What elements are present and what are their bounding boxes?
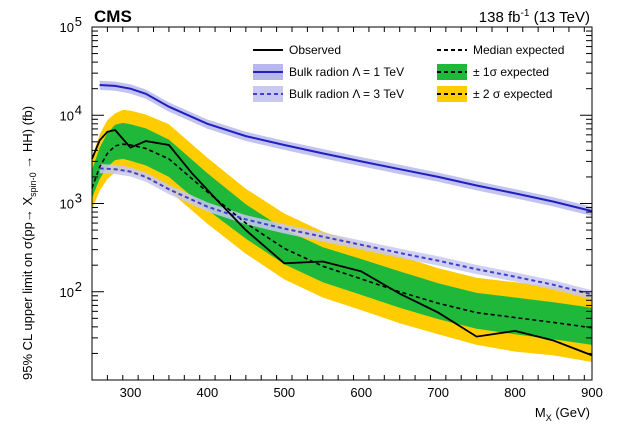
lumi-exponent: -1 [521, 8, 530, 19]
legend-observed-label: Observed [289, 43, 341, 57]
x-tick-label: 400 [197, 385, 219, 400]
legend-sigma1-label: ± 1σ expected [473, 65, 549, 79]
y-tick-exponent: 3 [75, 191, 82, 206]
y-tick-label: 10 [60, 20, 74, 35]
x-axis-label: MX (GeV) [535, 405, 590, 423]
x-axis-label-sub: X [546, 413, 552, 423]
y-axis-label: 95% CL upper limit on σ(pp→ Xspin-0 → HH… [20, 106, 38, 380]
legend-median-label: Median expected [473, 43, 564, 57]
legend-bulk1-label: Bulk radion Λ = 1 TeV [289, 65, 404, 79]
y-tick-label: 10 [60, 285, 74, 300]
y-axis-label-sub: spin-0 [28, 172, 38, 197]
legend-bulk3-label: Bulk radion Λ = 3 TeV [289, 87, 404, 101]
legend: Observed Median expected Bulk radion Λ =… [253, 43, 564, 102]
x-tick-label: 300 [120, 385, 142, 400]
y-tick-exponent: 2 [75, 279, 82, 294]
y-axis-label-tail: → HH) (fb) [20, 106, 35, 172]
y-axis-label-main: 95% CL upper limit on σ(pp→ X [20, 197, 35, 380]
sigma1-band [92, 122, 592, 345]
y-tick-exponent: 5 [75, 14, 82, 29]
x-tick-label: 500 [273, 385, 295, 400]
x-tick-label: 600 [350, 385, 372, 400]
observed-line [91, 128, 593, 357]
lumi-value: 138 fb [479, 9, 521, 26]
y-tick-label: 10 [60, 197, 74, 212]
y-tick-label: 10 [60, 108, 74, 123]
lumi-label: 138 fb-1 (13 TeV) [479, 8, 590, 26]
bulk1-line [99, 84, 593, 213]
x-tick-label: 900 [581, 385, 603, 400]
expected-bands [92, 80, 592, 363]
series-lines [91, 84, 593, 357]
lumi-energy: (13 TeV) [529, 9, 590, 26]
x-tick-label: 800 [504, 385, 526, 400]
legend-sigma2-label: ± 2 σ expected [473, 87, 552, 101]
bulk3-band [99, 164, 592, 300]
bulk1-band [99, 80, 592, 216]
x-axis-label-main: M [535, 405, 546, 420]
median-expected-line [91, 143, 593, 329]
y-tick-exponent: 4 [75, 102, 82, 117]
x-axis-label-unit: (GeV) [552, 405, 590, 420]
cms-label: CMS [94, 7, 132, 26]
x-tick-label: 700 [427, 385, 449, 400]
